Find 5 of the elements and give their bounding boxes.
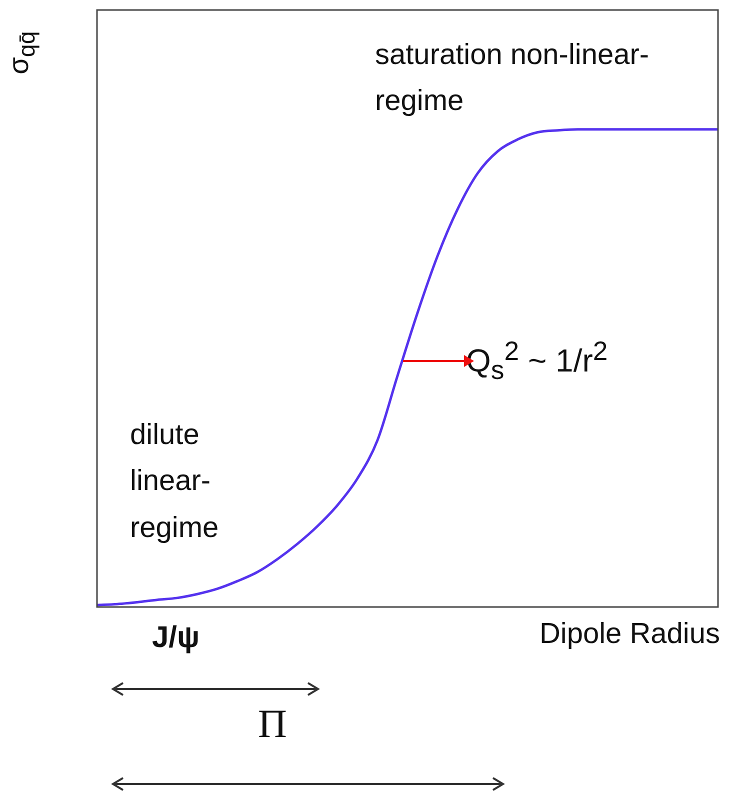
text: saturation non-linear-regime: [375, 38, 650, 120]
text: J/ψ: [152, 620, 201, 656]
x-axis-title: Dipole Radius: [539, 618, 720, 651]
annotation: dilute linear-regime: [130, 418, 220, 546]
text: Π: [258, 700, 288, 748]
